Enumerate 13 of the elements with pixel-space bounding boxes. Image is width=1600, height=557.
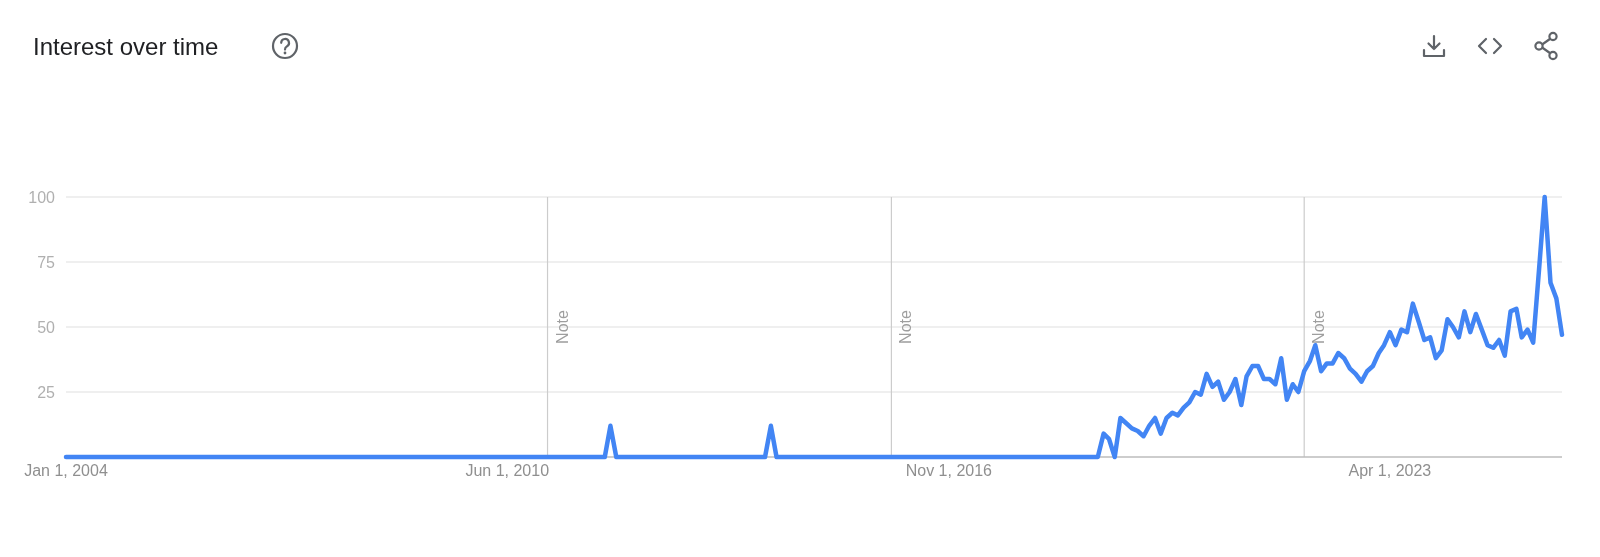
x-tick-label: Apr 1, 2023: [1348, 462, 1432, 479]
x-tick-label: Jan 1, 2004: [24, 462, 108, 479]
ref-line-label: Note: [553, 310, 571, 344]
y-tick-label: 25: [37, 384, 56, 401]
y-tick-label: 75: [37, 254, 56, 271]
x-tick-label: Nov 1, 2016: [905, 462, 993, 479]
ref-line-label: Note: [897, 310, 915, 344]
x-tick-label: Jun 1, 2010: [465, 462, 550, 479]
chart-title: Interest over time: [33, 33, 219, 60]
line-series: [63, 194, 1565, 460]
ref-line-label: Note: [1310, 310, 1328, 344]
y-tick-label: 100: [28, 189, 56, 206]
y-tick-label: 50: [37, 319, 56, 336]
